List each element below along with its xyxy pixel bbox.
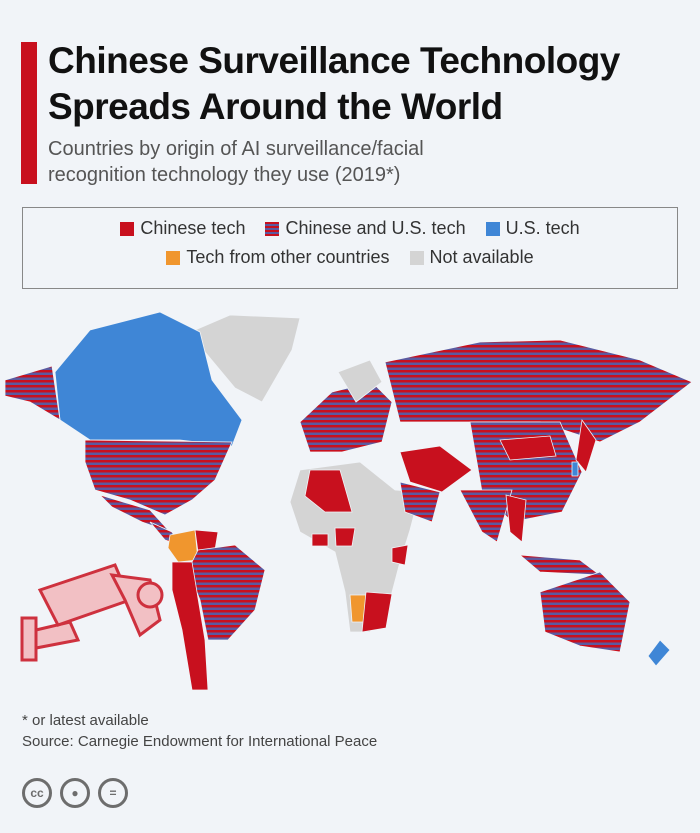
legend-label: Not available [429, 247, 534, 267]
scandinavia [337, 359, 383, 403]
andes [171, 561, 209, 691]
subtitle: Countries by origin of AI surveillance/f… [48, 136, 424, 188]
swatch-chinese [120, 221, 135, 236]
korea [571, 461, 579, 477]
canada [54, 311, 243, 447]
source: Source: Carnegie Endowment for Internati… [22, 733, 378, 750]
title-line-2: Spreads Around the World [48, 86, 503, 127]
subtitle-line-2: recognition technology they use (2019*) [48, 164, 401, 186]
legend: Chinese tech Chinese and U.S. tech U.S. … [22, 207, 678, 289]
legend-item-us: U.S. tech [485, 218, 580, 239]
license-icons: cc ● = [22, 778, 128, 808]
swatch-chinese-us [265, 221, 280, 236]
note: * or latest available [22, 712, 149, 729]
legend-label: Tech from other countries [186, 247, 390, 267]
greenland [194, 314, 301, 403]
new-zealand [647, 639, 671, 667]
algeria [304, 469, 353, 513]
no-derivatives-icon[interactable]: = [98, 778, 128, 808]
colombia [167, 529, 199, 563]
footnote: * or latest available Source: Carnegie E… [22, 710, 377, 752]
alaska [4, 365, 61, 421]
legend-item-chinese-us: Chinese and U.S. tech [265, 218, 466, 239]
legend-item-na: Not available [409, 247, 534, 268]
middle-east [399, 445, 473, 493]
europe [299, 381, 393, 453]
swatch-us [485, 221, 500, 236]
nigeria [334, 527, 356, 547]
mongolia [499, 435, 557, 461]
russia [384, 339, 693, 443]
attribution-icon[interactable]: ● [60, 778, 90, 808]
legend-item-chinese: Chinese tech [120, 218, 245, 239]
world-map [4, 311, 693, 691]
legend-label: Chinese and U.S. tech [285, 218, 466, 238]
japan [575, 418, 597, 473]
south-africa [361, 591, 393, 633]
accent-bar [21, 42, 37, 184]
legend-label: U.S. tech [505, 218, 580, 238]
subtitle-line-1: Countries by origin of AI surveillance/f… [48, 138, 424, 160]
surveillance-camera-icon [20, 563, 164, 662]
page-title: Chinese Surveillance Technology Spreads … [48, 38, 620, 130]
title-line-1: Chinese Surveillance Technology [48, 40, 620, 81]
legend-label: Chinese tech [140, 218, 246, 238]
indonesia [518, 554, 602, 576]
kenya [391, 544, 409, 566]
australia [539, 571, 631, 653]
legend-item-other: Tech from other countries [166, 247, 390, 268]
india [459, 489, 513, 543]
southeast-asia [505, 494, 527, 543]
usa [84, 439, 233, 516]
swatch-na [409, 250, 424, 265]
saudi-arabia [399, 481, 441, 523]
west-africa [311, 533, 329, 547]
swatch-other [166, 250, 181, 265]
cc-icon[interactable]: cc [22, 778, 52, 808]
